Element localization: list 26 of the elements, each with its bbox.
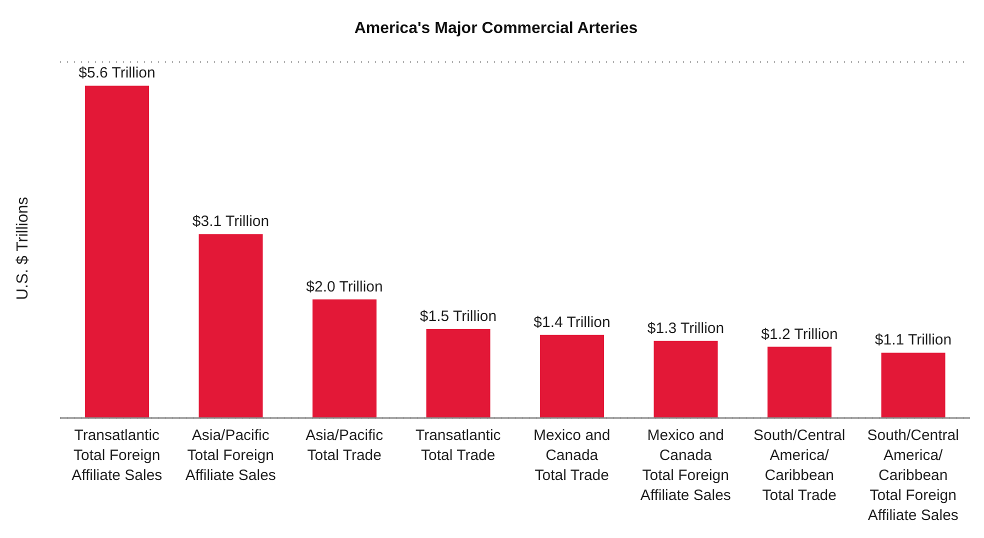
y-axis-title: U.S. $ Trillions <box>14 196 32 300</box>
data-label: $1.1 Trillion <box>874 332 952 349</box>
x-tick-label: Transatlantic Total Trade <box>415 427 502 464</box>
data-label: $3.1 Trillion <box>192 213 270 230</box>
x-tick-label: South/Central America/ Caribbean Total Foreign Affiliate Sales <box>867 427 959 524</box>
data-label: $2.0 Trillion <box>306 278 383 296</box>
bar <box>540 334 604 418</box>
bar <box>198 234 263 418</box>
data-label: $1.5 Trillion <box>420 308 497 325</box>
data-label: $5.6 Trillion <box>78 64 156 82</box>
chart-title: America's Major Commercial Arteries <box>353 20 639 38</box>
bar <box>312 299 377 418</box>
x-tick-label: Mexico and Canada Total Trade <box>534 427 610 484</box>
x-tick-label: Transatlantic Total Foreign Affiliate Sales <box>72 427 162 484</box>
x-tick-label: Mexico and Canada Total Foreign Affiliate Sales <box>640 427 731 504</box>
bar <box>881 352 946 418</box>
x-tick-label: Asia/Pacific Total Trade <box>306 427 384 464</box>
bar <box>768 346 832 418</box>
bar <box>654 340 718 418</box>
x-tick-label: Asia/Pacific Total Foreign Affiliate Sales <box>185 427 276 484</box>
x-tick-label: South/Central America/ Caribbean Total Trade <box>754 427 846 504</box>
data-label: $1.2 Trillion <box>761 326 838 343</box>
data-label: $1.4 Trillion <box>534 314 610 331</box>
bar <box>426 329 490 418</box>
data-label: $1.3 Trillion <box>647 320 724 337</box>
bar <box>85 86 150 418</box>
